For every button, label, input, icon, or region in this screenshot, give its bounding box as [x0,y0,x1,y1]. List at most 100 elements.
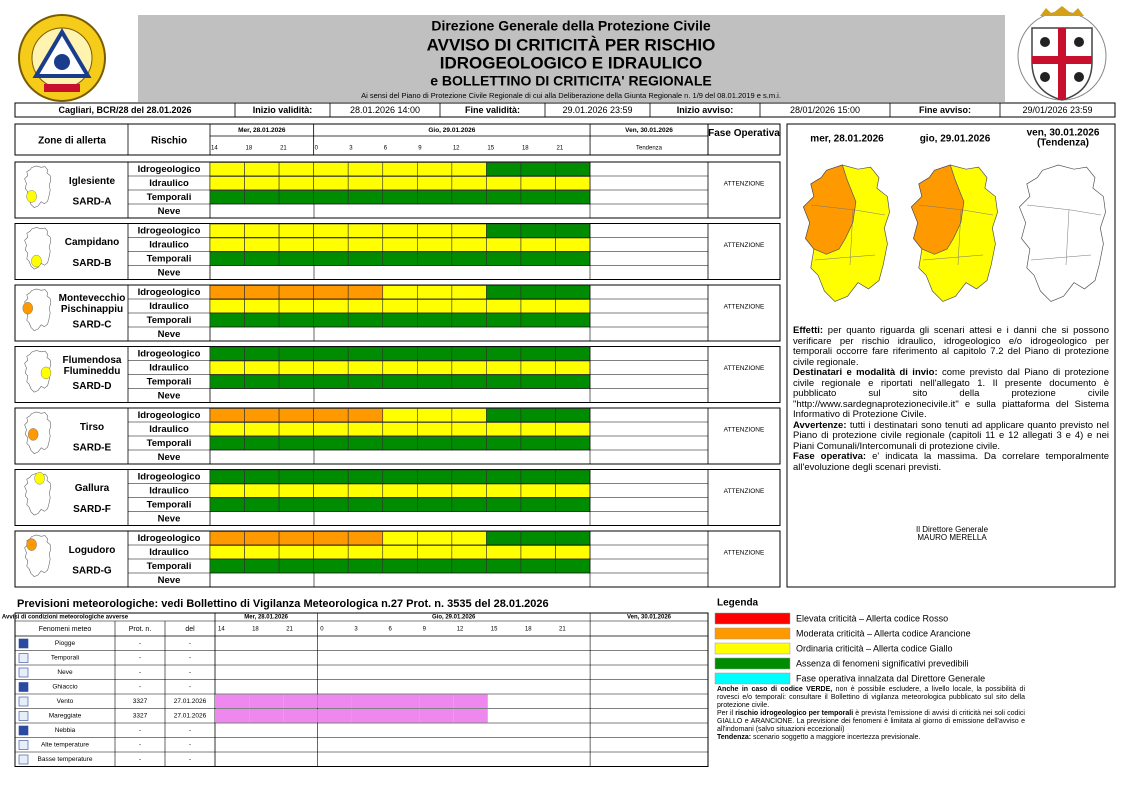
meteo-icon [18,682,29,692]
text-run: Destinatari e modalità di invio: [793,367,938,378]
zone-name-box: Tirso [52,414,132,440]
warning-cell [317,694,352,708]
phase-label: ATTENZIONE [724,304,765,311]
prot-date: - [189,684,191,691]
phase-label: ATTENZIONE [724,488,765,495]
note: Tendenza: scenario soggetto a maggiore i… [717,734,1025,742]
risk-label: Neve [158,514,181,525]
alert-cell [520,251,556,266]
alert-cell [347,313,384,328]
zone-highlight [40,366,52,380]
zone-name: Tirso [79,421,105,433]
alert-cell [347,374,384,389]
warning-cell [249,709,284,723]
alert-cell [382,408,418,423]
alert-cell [486,483,522,498]
alert-cell [244,176,280,191]
issue: Cagliari, BCR/28 del 28.01.2026 [58,105,191,115]
org-name: Direzione Generale della Protezione Civi… [431,18,711,34]
zone-icon [24,473,52,516]
zone-name: Campidano [64,237,120,248]
alert-cell [486,346,522,361]
alert-cell [520,285,556,300]
alert-cell [382,251,418,266]
info-row [14,102,1116,118]
alert-cell [416,162,453,177]
phase-label: ATTENZIONE [724,181,765,188]
alert-cell [416,299,453,314]
alert-cell [347,408,384,423]
alert-cell [278,176,314,191]
phenomenon: Piogge [55,640,76,647]
hour-label: 21 [286,627,293,633]
alert-cell [520,469,556,484]
warning-cell [385,709,420,723]
alert-cell [313,545,349,560]
alert-cell [451,285,487,300]
zone-name-box: Gallura [52,476,132,502]
phenomenon: Vento [57,698,74,705]
zone-name: Flumendosa Flumineddu [62,354,122,377]
alert-cell [416,251,453,266]
paragraph: Destinatari e modalità di invio: come pr… [793,367,1109,421]
alert-cell [555,251,591,266]
alert-cell [278,313,314,328]
alert-cell [486,223,522,238]
alert-cell [555,469,591,484]
alert-cell [347,237,384,252]
legal-note: Ai sensi del Piano di Protezione Civile … [361,91,781,100]
alert-cell [209,223,245,238]
alert-cell [209,313,245,328]
alert-cell [209,251,245,266]
text-run: per quanto riguarda gli scenari attesi e… [793,325,1109,368]
alert-cell [555,374,591,389]
legend-label: Moderata criticità – Allerta codice Aran… [796,628,971,638]
alert-cell [555,483,591,498]
alert-cell [244,162,280,177]
hour-label: 9 [423,627,427,633]
alert-cell [451,190,487,205]
zone-highlight [31,254,42,268]
phase-label: ATTENZIONE [724,242,765,249]
alert-cell [382,497,418,512]
hour-label: 15 [491,627,498,633]
hour-label: 3 [349,146,353,152]
alert-cell [209,497,245,512]
alert-cell [382,374,418,389]
alert-cell [278,483,314,498]
alert-cell [244,299,280,314]
risk-label: Idrogeologico [138,349,201,360]
alert-cell [451,422,487,437]
hour-label: 0 [320,627,324,633]
zone-code: SARD-A [73,197,112,208]
alert-cell [209,299,245,314]
phenomenon: Basse temperature [38,756,93,763]
prot-number: - [139,756,141,763]
meteo-icon [18,638,29,649]
alert-cell [451,223,487,238]
alert-cell [555,190,591,205]
alert-cell [486,408,522,423]
signature: Il Direttore Generale [916,525,989,534]
zone-code: SARD-B [73,258,112,269]
meteo-icon [18,653,29,663]
alert-cell [416,237,453,252]
prot-date: - [189,756,191,763]
phase-label: ATTENZIONE [724,427,765,434]
hour-label: 18 [246,146,253,152]
risk-label: Idrogeologico [138,410,201,421]
warning-cell [215,709,250,723]
alert-cell [416,436,453,451]
paragraph: Fase operativa: e' indicata la massima. … [793,451,1109,473]
meteo-header: del [185,626,195,633]
alert-cell [244,313,280,328]
phenomenon: Alte temperature [41,742,89,749]
prot-number: - [139,640,141,647]
warning-cell [419,694,454,708]
alert-cell [209,559,245,574]
legend-swatch [714,612,791,625]
phase-label: ATTENZIONE [724,550,765,557]
zone-name: Logudoro [68,544,116,556]
alert-cell [416,360,453,375]
header-phase: Fase Operativa [708,128,780,139]
